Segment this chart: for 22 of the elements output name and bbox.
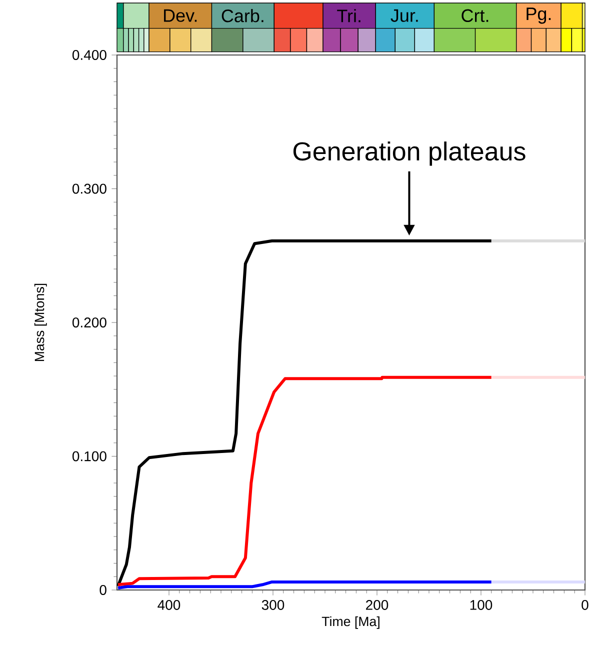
x-tick-label: 300 [262,600,284,610]
x-tick-label: 400 [158,600,180,610]
text: Tri. [337,9,360,22]
x-tick-label: 100 [470,600,492,610]
y-axis-title: Mass [Mtons] [34,284,47,362]
y-tick-label: 0.100 [72,451,106,462]
text: Jur. [390,9,418,22]
x-axis-title: Time [Ma] [322,616,380,629]
annotation: Generation plateaus [293,142,526,166]
y-tick-label: 0.300 [72,184,106,194]
text: Pg. [526,8,551,24]
y-tick-label: 0.200 [72,318,106,328]
x-tick-label: 200 [366,600,388,610]
text: Dev. [164,9,197,22]
text: Crt. [462,9,488,22]
line-series [116,239,493,588]
y-tick-label: 0 [100,585,106,595]
line-series [116,580,493,590]
line-series [116,376,493,586]
x-tick-label: 0 [582,600,588,610]
text: Carb. [222,9,264,22]
y-tick-label: 0.400 [72,50,106,60]
